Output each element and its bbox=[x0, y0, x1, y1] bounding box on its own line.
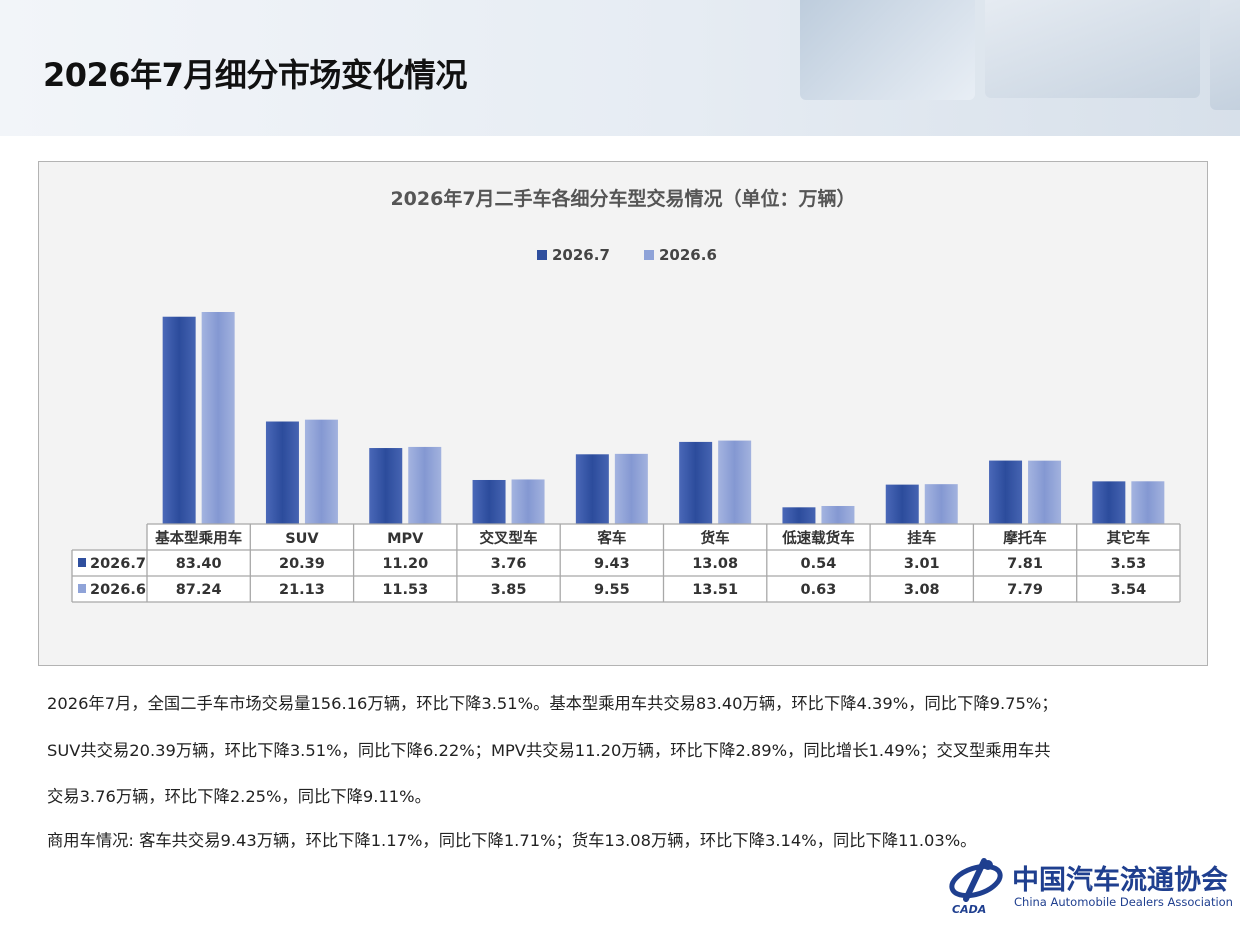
bar bbox=[472, 479, 506, 524]
tick-label: 交叉型车 bbox=[480, 529, 538, 547]
bar bbox=[1131, 481, 1165, 524]
decorative-cube bbox=[985, 0, 1200, 98]
data-label: 9.55 bbox=[594, 582, 630, 598]
chart-panel: 2026年7月二手车各细分车型交易情况（单位：万辆） 2026.7 2026.6 基本… bbox=[38, 161, 1208, 666]
data-label: 87.24 bbox=[176, 582, 222, 598]
legend-label: 2026.6 bbox=[659, 246, 717, 264]
data-label: 0.63 bbox=[801, 582, 837, 598]
data-label: 20.39 bbox=[279, 556, 325, 572]
legend-swatch bbox=[644, 250, 654, 260]
legend-swatch bbox=[537, 250, 547, 260]
data-label: 3.76 bbox=[491, 556, 527, 572]
data-label: 13.51 bbox=[692, 582, 738, 598]
bar bbox=[924, 484, 958, 524]
data-label: 3.08 bbox=[904, 582, 940, 598]
bar bbox=[408, 446, 442, 524]
table-legend-swatch bbox=[78, 558, 86, 567]
bar bbox=[1028, 460, 1062, 524]
bar bbox=[614, 453, 648, 524]
bar bbox=[1092, 481, 1126, 524]
bar-chart: 2026年7月二手车各细分车型交易情况（单位：万辆） 2026.7 2026.6 基本… bbox=[71, 187, 1181, 603]
tick-label: 摩托车 bbox=[1003, 529, 1047, 547]
logo-chinese-name: 中国汽车流通协会 bbox=[1012, 864, 1228, 896]
bar bbox=[821, 505, 855, 524]
data-label: 11.53 bbox=[382, 582, 428, 598]
paragraph-3: 交易3.76万辆，环比下降2.25%，同比下降9.11%。 bbox=[47, 787, 431, 806]
paragraph-2: SUV共交易20.39万辆，环比下降3.51%，同比下降6.22%；MPV共交易… bbox=[47, 741, 1051, 760]
data-label: 11.20 bbox=[382, 556, 428, 572]
data-label: 3.54 bbox=[1110, 582, 1146, 598]
tick-label: 低速载货车 bbox=[781, 529, 855, 547]
decorative-cube bbox=[800, 0, 975, 100]
tick-label: MPV bbox=[387, 531, 424, 547]
cada-logo: CADA 中国汽车流通协会 China Automobile Dealers A… bbox=[944, 855, 1234, 917]
bar bbox=[885, 484, 919, 524]
tick-label: SUV bbox=[285, 531, 319, 547]
header-banner: 2026年7月细分市场变化情况 bbox=[0, 0, 1240, 136]
page-title: 2026年7月细分市场变化情况 bbox=[43, 56, 467, 94]
bar bbox=[201, 312, 235, 524]
data-label: 3.85 bbox=[491, 582, 527, 598]
bar bbox=[265, 421, 299, 524]
bar bbox=[782, 507, 816, 524]
cada-logo-mark: CADA 中国汽车流通协会 China Automobile Dealers A… bbox=[949, 858, 1233, 916]
paragraph-1: 2026年7月，全国二手车市场交易量156.16万辆，环比下降3.51%。基本型… bbox=[47, 694, 1058, 713]
bar bbox=[718, 440, 752, 524]
bar bbox=[304, 419, 338, 524]
table-series-label: 2026.6 bbox=[90, 582, 146, 598]
data-label: 13.08 bbox=[692, 556, 738, 572]
tick-label: 客车 bbox=[596, 529, 626, 547]
tick-label: 挂车 bbox=[907, 529, 936, 547]
table-legend-swatch bbox=[78, 584, 86, 593]
bar bbox=[511, 479, 545, 524]
data-label: 83.40 bbox=[176, 556, 222, 572]
tick-label: 其它车 bbox=[1107, 529, 1151, 547]
chart-title: 2026年7月二手车各细分车型交易情况（单位：万辆） bbox=[390, 187, 855, 210]
data-label: 0.54 bbox=[801, 556, 837, 572]
table-series-label: 2026.7 bbox=[90, 556, 146, 572]
bar bbox=[575, 454, 609, 524]
data-label: 3.01 bbox=[904, 556, 940, 572]
data-label: 21.13 bbox=[279, 582, 325, 598]
data-label: 7.79 bbox=[1007, 582, 1043, 598]
bar bbox=[679, 441, 713, 524]
logo-english-name: China Automobile Dealers Association bbox=[1014, 895, 1233, 909]
legend-label: 2026.7 bbox=[552, 246, 610, 264]
data-label: 7.81 bbox=[1007, 556, 1043, 572]
data-label: 3.53 bbox=[1110, 556, 1146, 572]
paragraph-4: 商用车情况: 客车共交易9.43万辆，环比下降1.17%，同比下降1.71%；货… bbox=[47, 831, 977, 850]
data-label: 9.43 bbox=[594, 556, 630, 572]
bar bbox=[369, 448, 403, 524]
bar bbox=[989, 460, 1023, 524]
tick-label: 基本型乘用车 bbox=[154, 529, 242, 547]
logo-abbr: CADA bbox=[952, 903, 986, 916]
bar bbox=[162, 316, 196, 524]
decorative-cube bbox=[1210, 0, 1240, 110]
tick-label: 货车 bbox=[701, 529, 730, 547]
